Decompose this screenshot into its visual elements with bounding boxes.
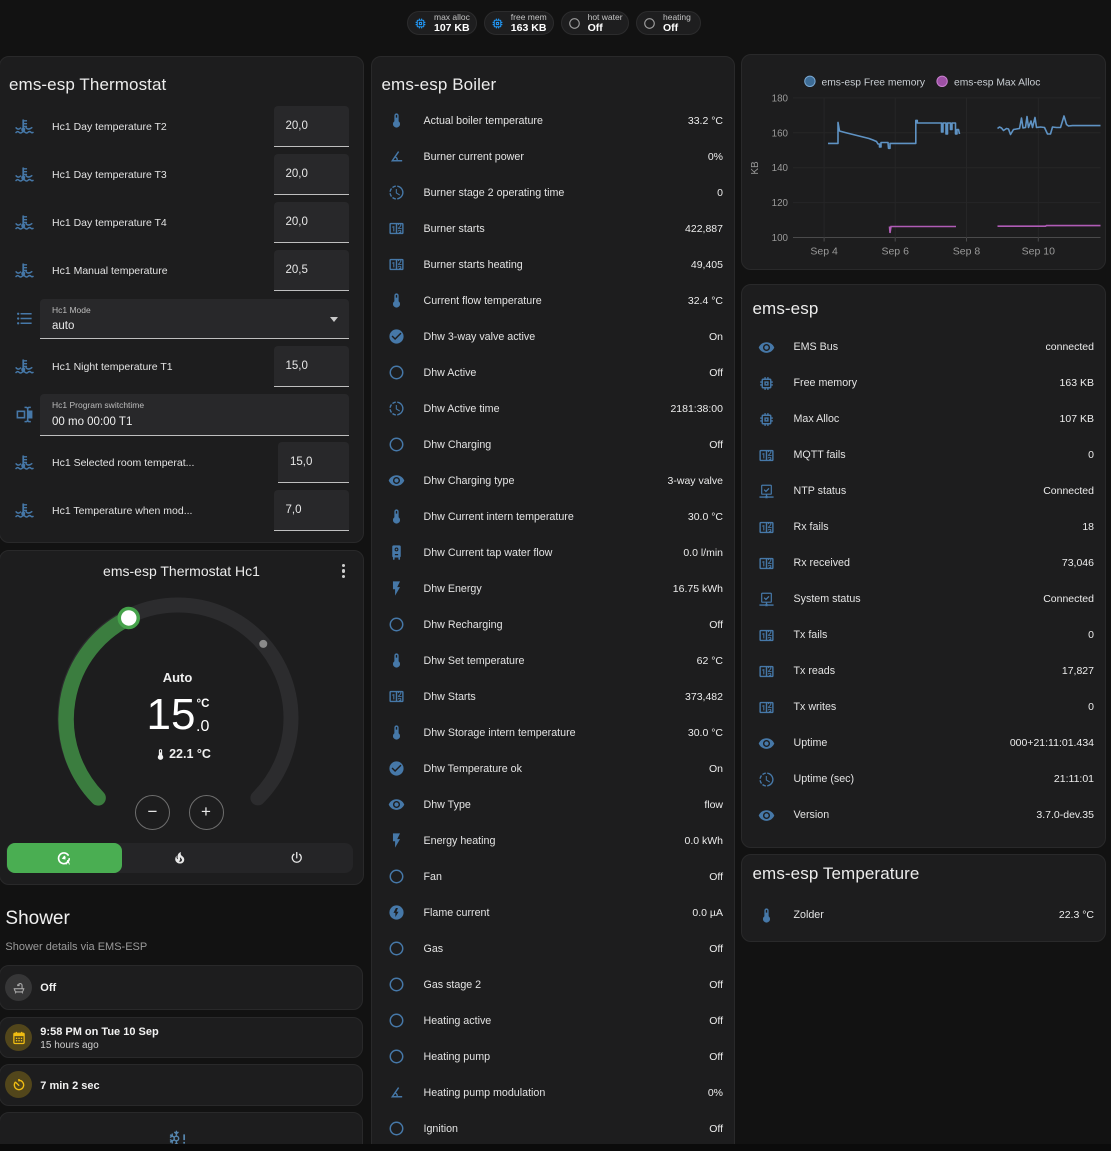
svg-text:KB: KB (750, 161, 761, 175)
svg-text:140: 140 (771, 163, 788, 174)
svg-text:Sep 8: Sep 8 (952, 246, 980, 258)
svg-text:ems-esp Free memory: ems-esp Free memory (821, 78, 925, 89)
svg-text:A: A (66, 859, 71, 866)
svg-text:100: 100 (771, 233, 788, 244)
svg-text:120: 120 (771, 198, 788, 209)
svg-text:160: 160 (771, 128, 788, 139)
svg-text:180: 180 (771, 93, 788, 104)
svg-text:Sep 10: Sep 10 (1021, 246, 1054, 258)
svg-text:ems-esp Max Alloc: ems-esp Max Alloc (954, 78, 1040, 89)
svg-text:Sep 4: Sep 4 (810, 246, 838, 258)
svg-text:Sep 6: Sep 6 (881, 246, 909, 258)
